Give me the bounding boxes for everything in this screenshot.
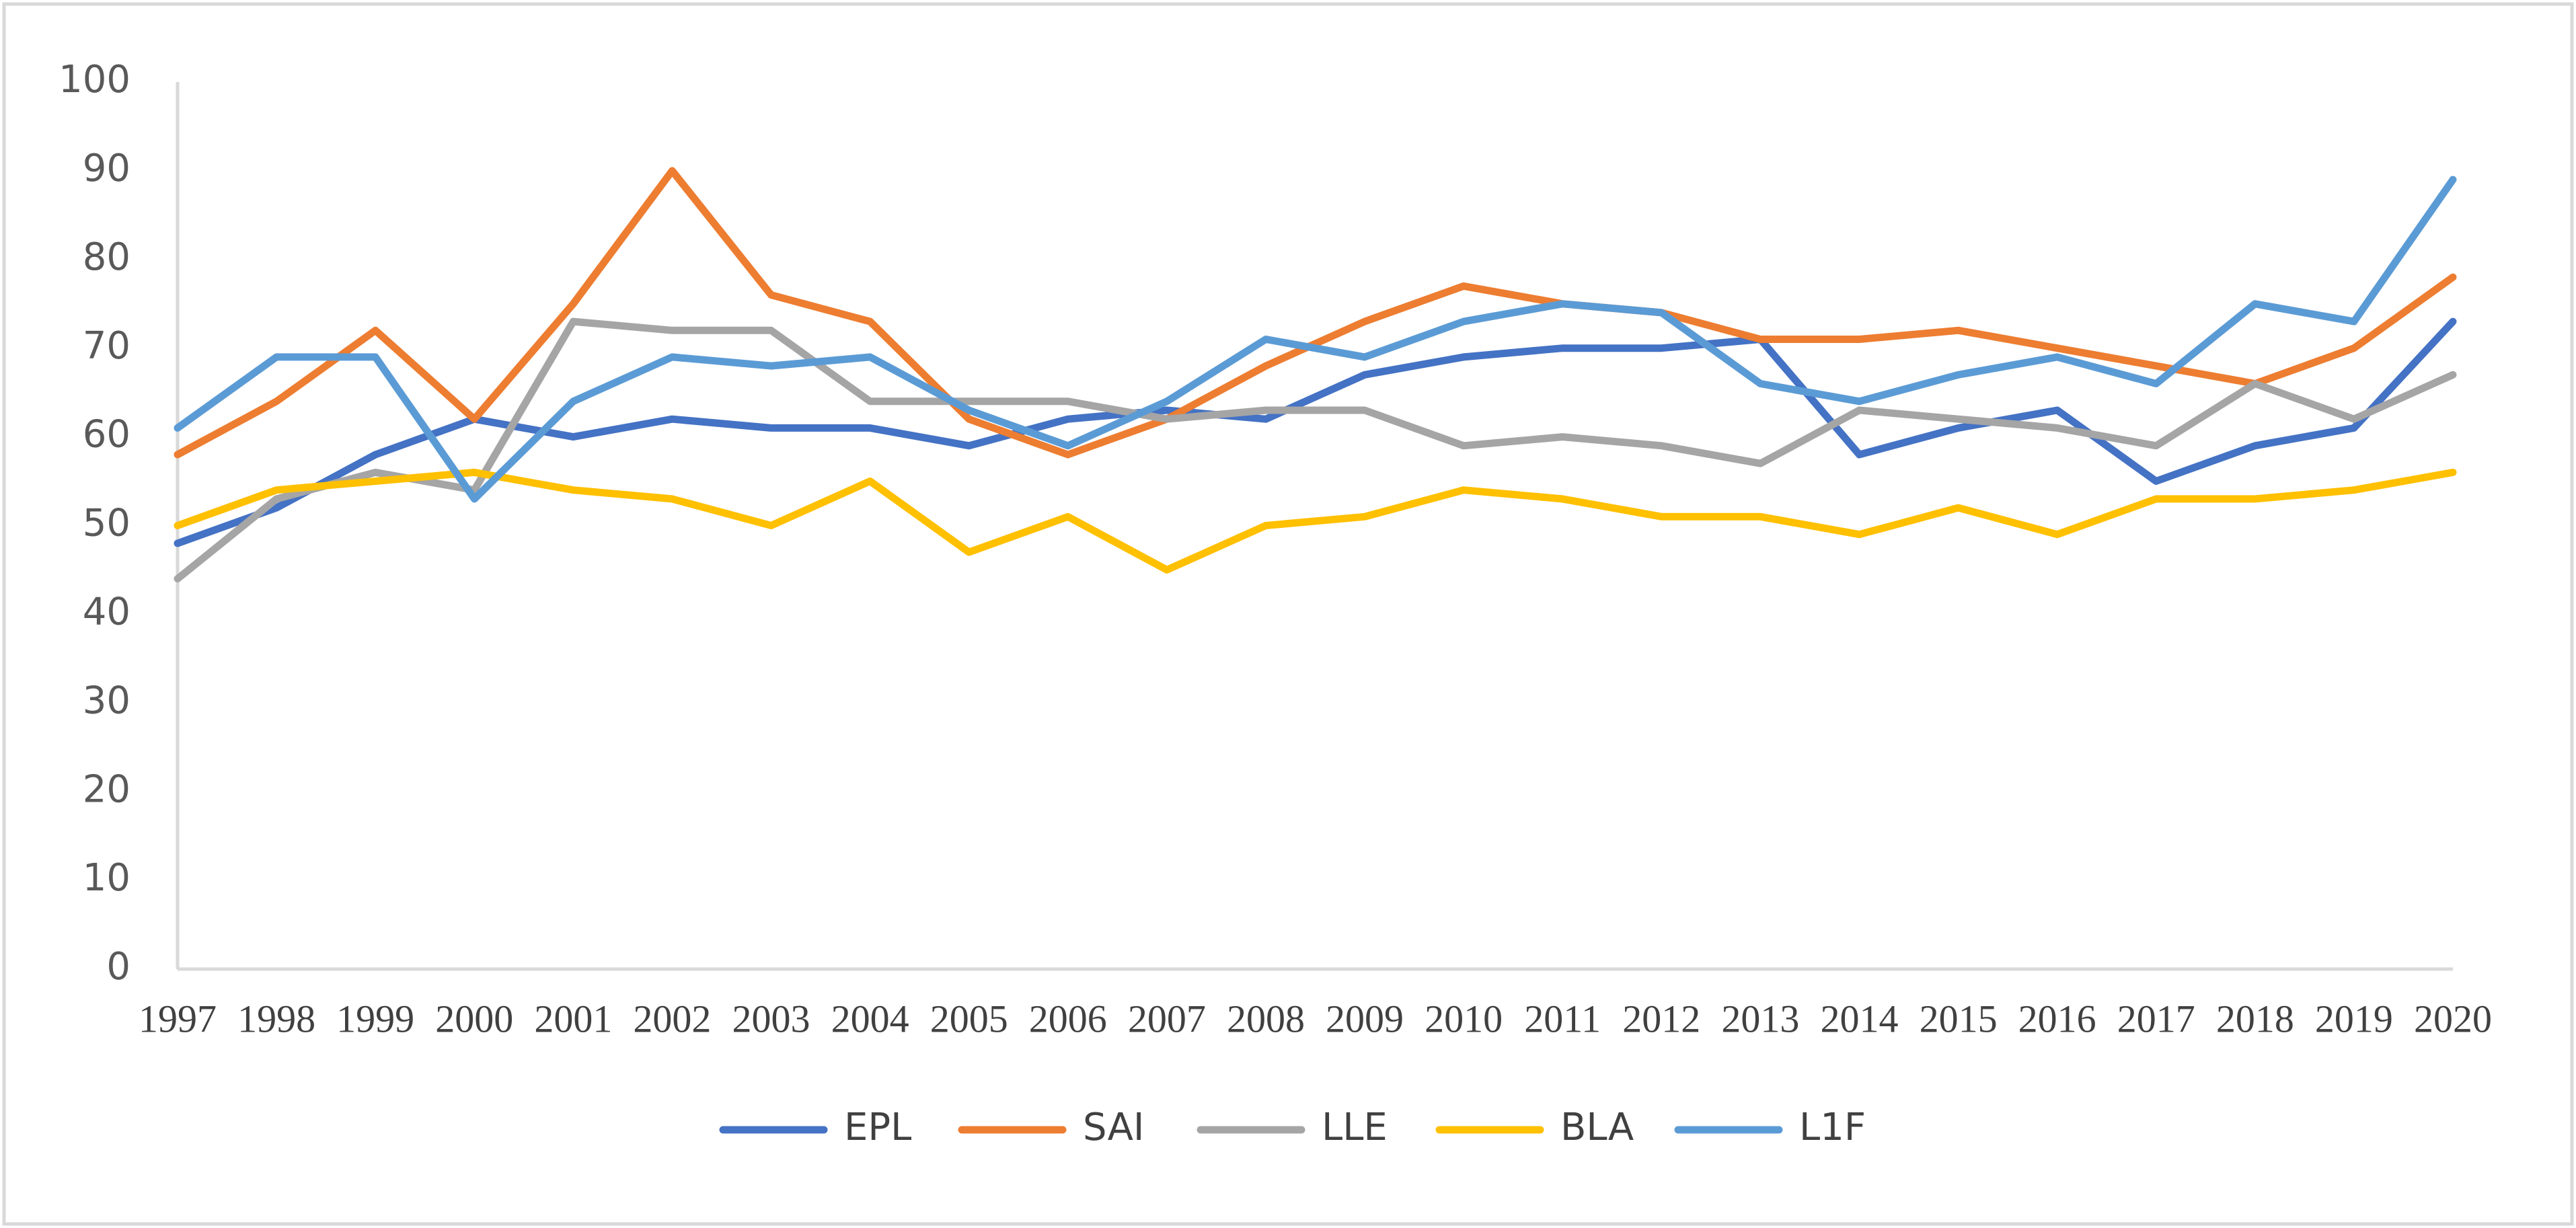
x-tick-label: 2017 [2117,997,2195,1040]
y-tick-label: 0 [106,945,130,989]
x-tick-label: 1998 [237,997,315,1040]
x-tick-label: 2009 [1326,997,1404,1040]
x-tick-label: 2016 [2018,997,2096,1040]
x-tick-label: 2005 [930,997,1008,1040]
x-tick-label: 2004 [831,997,909,1040]
y-tick-label: 60 [83,413,130,457]
y-tick-label: 10 [83,856,130,900]
legend-label: SAI [1083,1106,1144,1149]
x-tick-label: 2003 [732,997,810,1040]
y-tick-label: 40 [83,590,130,634]
x-tick-label: 2020 [2414,997,2492,1040]
legend-label: BLA [1560,1106,1634,1149]
y-tick-label: 100 [59,58,130,102]
x-tick-label: 2018 [2216,997,2294,1040]
y-tick-label: 90 [83,147,130,190]
x-tick-label: 1997 [139,997,217,1040]
legend-label: L1F [1799,1106,1866,1149]
x-tick-label: 2001 [534,997,612,1040]
x-tick-label: 2010 [1425,997,1503,1040]
x-tick-label: 2019 [2315,997,2393,1040]
series-line [174,317,2457,547]
x-tick-label: 2014 [1820,997,1898,1040]
legend-label: LLE [1322,1106,1388,1149]
y-tick-label: 80 [83,235,130,279]
series-line [174,317,2457,583]
y-tick-label: 30 [83,679,130,722]
x-tick-label: 1999 [336,997,414,1040]
x-tick-label: 2013 [1721,997,1799,1040]
y-tick-label: 50 [83,502,130,545]
legend-label: EPL [844,1106,911,1149]
x-tick-label: 2007 [1128,997,1206,1040]
x-tick-label: 2002 [633,997,711,1040]
x-tick-label: 2012 [1622,997,1700,1040]
x-tick-label: 2015 [1920,997,1998,1040]
x-tick-label: 2000 [435,997,513,1040]
series-line [174,167,2457,459]
series-line [174,176,2457,503]
y-tick-label: 70 [83,324,130,368]
series-line [174,468,2457,574]
y-tick-label: 20 [83,767,130,811]
x-tick-label: 2006 [1029,997,1107,1040]
x-tick-label: 2008 [1227,997,1305,1040]
x-tick-label: 2011 [1524,997,1601,1040]
